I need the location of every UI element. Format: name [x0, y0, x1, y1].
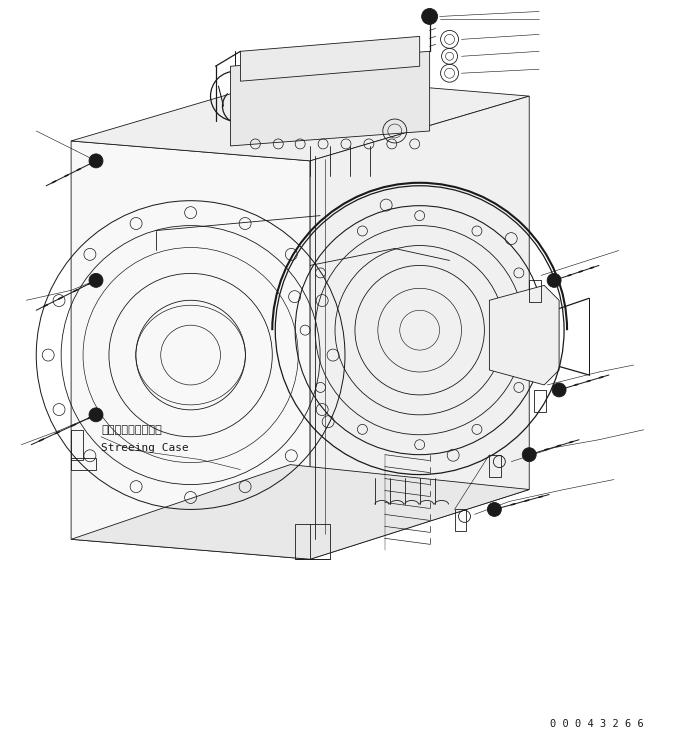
Circle shape — [547, 273, 561, 288]
Bar — [454, 510, 466, 531]
Text: 0 0 0 4 3 2 6 6: 0 0 0 4 3 2 6 6 — [550, 718, 644, 729]
Text: Streeing Case: Streeing Case — [101, 443, 189, 452]
Polygon shape — [241, 36, 420, 81]
Circle shape — [422, 8, 438, 25]
Bar — [71, 429, 83, 460]
Polygon shape — [231, 51, 430, 146]
Polygon shape — [71, 464, 529, 559]
Polygon shape — [71, 77, 529, 161]
Bar — [490, 455, 501, 476]
Bar — [534, 390, 546, 412]
Polygon shape — [310, 96, 529, 559]
Circle shape — [89, 273, 103, 288]
Bar — [71, 458, 96, 470]
Text: ステアリングケース: ステアリングケース — [101, 425, 162, 435]
Polygon shape — [71, 141, 310, 559]
Circle shape — [89, 408, 103, 422]
Polygon shape — [490, 285, 559, 385]
Circle shape — [552, 383, 566, 397]
Bar — [529, 280, 541, 302]
Circle shape — [488, 502, 501, 516]
Circle shape — [89, 154, 103, 168]
Bar — [295, 525, 330, 559]
Circle shape — [522, 448, 537, 461]
